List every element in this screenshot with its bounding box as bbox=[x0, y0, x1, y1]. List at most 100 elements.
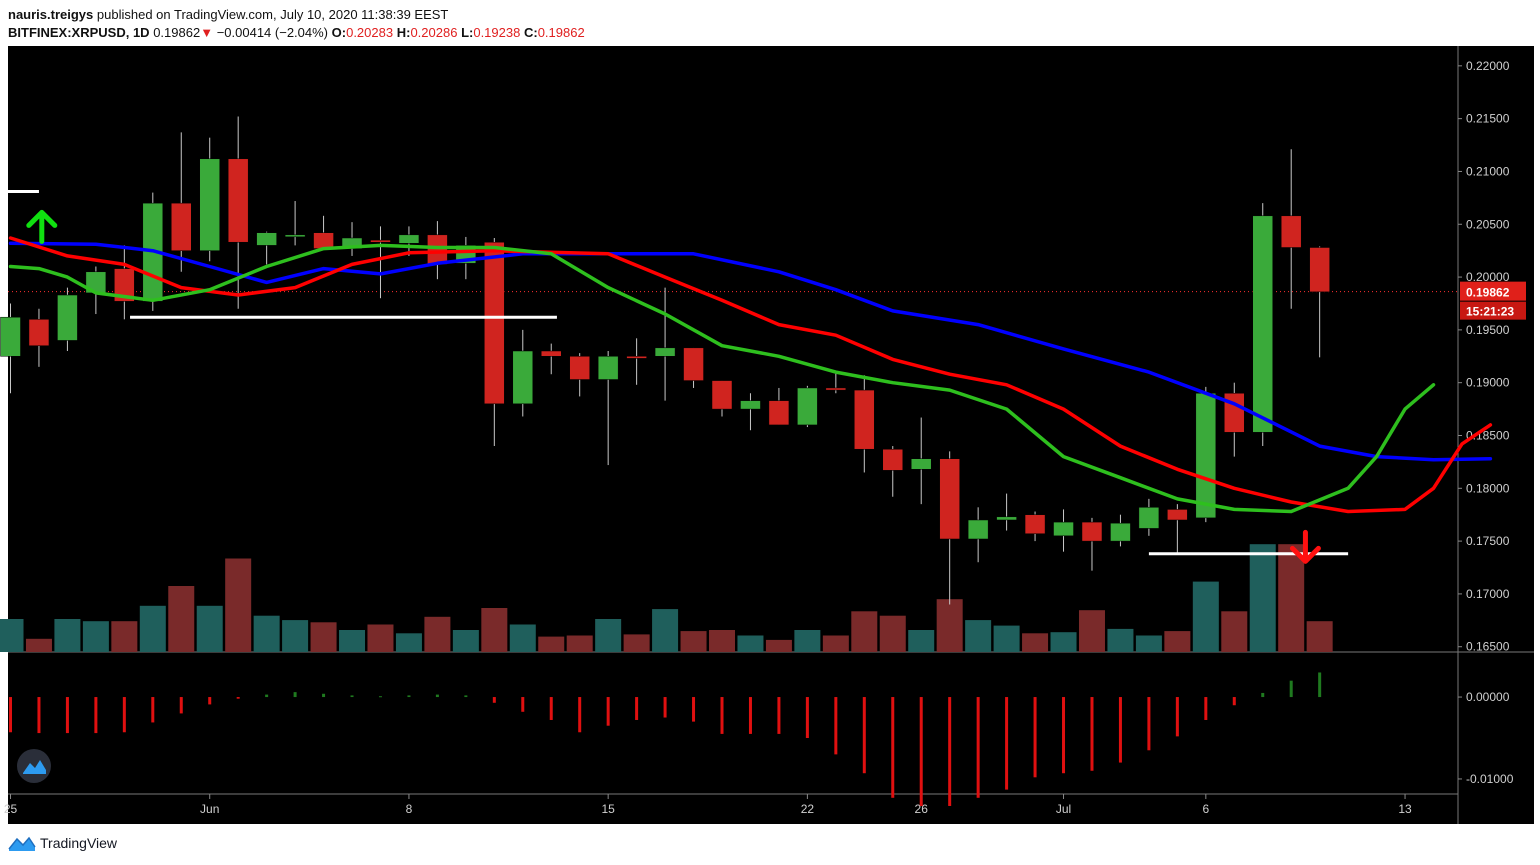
candle-body bbox=[57, 294, 78, 341]
histogram-bar bbox=[606, 697, 610, 726]
candle-body bbox=[284, 234, 306, 238]
volume-bar bbox=[1107, 628, 1134, 652]
histogram-bar bbox=[492, 697, 496, 703]
time-tick-label: 6 bbox=[1202, 802, 1209, 816]
price-change: −0.00414 (−2.04%) bbox=[216, 25, 329, 40]
candle-body bbox=[683, 347, 704, 381]
volume-bar bbox=[168, 586, 195, 652]
histogram-bar bbox=[635, 697, 639, 720]
candle-body bbox=[227, 158, 249, 243]
candle-body bbox=[114, 268, 135, 302]
histogram-bar bbox=[692, 697, 696, 722]
volume-bar bbox=[595, 619, 622, 652]
histogram-bar bbox=[435, 694, 439, 698]
candle-body bbox=[654, 347, 676, 357]
volume-bar bbox=[765, 639, 792, 652]
candle-body bbox=[740, 400, 761, 410]
open-value: 0.20283 bbox=[346, 25, 394, 40]
histogram-bar bbox=[293, 692, 297, 698]
histogram-bar bbox=[1289, 680, 1293, 698]
candle-body bbox=[910, 458, 932, 470]
price-tick-label: 0.17000 bbox=[1466, 587, 1510, 601]
candle-body bbox=[1309, 247, 1330, 293]
moving-average-red bbox=[8, 236, 1493, 514]
histogram-bar bbox=[378, 696, 382, 698]
time-tick-label: 26 bbox=[915, 802, 929, 816]
volume-bar bbox=[652, 609, 679, 652]
candle-body bbox=[0, 316, 21, 357]
histogram-bar bbox=[862, 697, 866, 774]
volume-bar bbox=[1050, 632, 1077, 652]
candle-body bbox=[427, 234, 448, 265]
chart-header: nauris.treigys published on TradingView.… bbox=[8, 6, 585, 42]
histogram-bar bbox=[976, 697, 980, 798]
histogram-bar bbox=[948, 697, 952, 806]
price-tick-label: 0.16500 bbox=[1466, 640, 1510, 654]
histogram-bar bbox=[1090, 697, 1094, 771]
histogram-bar bbox=[805, 697, 809, 738]
candle-body bbox=[1167, 509, 1188, 521]
last-price-tag bbox=[1460, 281, 1526, 301]
price-tick-label: 0.17500 bbox=[1466, 534, 1510, 548]
publish-info: published on TradingView.com, July 10, 2… bbox=[96, 7, 449, 22]
close-label: C: bbox=[523, 25, 538, 40]
histogram-bar bbox=[208, 697, 212, 705]
volume-bar bbox=[339, 630, 366, 652]
candle-body bbox=[939, 458, 960, 540]
histogram-bar bbox=[1175, 697, 1179, 737]
candle-body bbox=[313, 232, 334, 249]
histogram-bar bbox=[1118, 697, 1122, 763]
price-chart[interactable]: 0.22000 0.21500 0.21000 0.20500 0.20000 0.195… bbox=[0, 46, 1534, 824]
histogram-bar bbox=[122, 697, 126, 733]
low-value: 0.19238 bbox=[473, 25, 521, 40]
symbol-label[interactable]: BITFINEX:XRPUSD, 1D bbox=[8, 25, 150, 40]
histogram-bar bbox=[322, 693, 326, 698]
histogram-bar bbox=[151, 697, 155, 723]
histogram-bar bbox=[521, 697, 525, 712]
candle-body bbox=[967, 519, 989, 540]
volume-bar bbox=[1278, 544, 1305, 652]
candle-body bbox=[597, 356, 619, 380]
candle-body bbox=[626, 356, 647, 359]
candle-body bbox=[854, 389, 875, 450]
volume-bar bbox=[1249, 544, 1276, 652]
histogram-bar bbox=[663, 697, 667, 718]
volume-bar bbox=[965, 620, 992, 652]
open-label: O: bbox=[331, 25, 347, 40]
volume-bar bbox=[680, 631, 707, 652]
price-tick-label: 0.20500 bbox=[1466, 217, 1510, 231]
volume-bar bbox=[481, 608, 508, 652]
last-price-tag-label: 0.19862 bbox=[1466, 286, 1510, 300]
histogram-bar bbox=[891, 697, 895, 798]
price-tick-label: 0.18000 bbox=[1466, 481, 1510, 495]
histogram-bar bbox=[407, 695, 411, 698]
indicator-tick-label: -0.01000 bbox=[1466, 772, 1514, 786]
candle-body bbox=[882, 448, 904, 471]
histogram-bar bbox=[1318, 672, 1322, 698]
volume-bar bbox=[424, 616, 451, 652]
candle-body bbox=[1195, 392, 1217, 519]
price-axis-background bbox=[1458, 46, 1534, 824]
volume-bar bbox=[623, 634, 650, 652]
histogram-bar bbox=[549, 697, 553, 720]
volume-bar bbox=[709, 630, 735, 652]
footer-brand[interactable]: TradingView bbox=[8, 834, 117, 852]
histogram-bar bbox=[1062, 697, 1066, 774]
candle-body bbox=[1138, 507, 1160, 529]
volume-bar bbox=[0, 619, 24, 652]
countdown-tag bbox=[1460, 301, 1526, 320]
histogram-bar bbox=[350, 695, 354, 698]
histogram-bar bbox=[919, 697, 923, 806]
price-tick-label: 0.20000 bbox=[1466, 270, 1510, 284]
histogram-bar bbox=[1261, 692, 1265, 698]
author-name[interactable]: nauris.treigys bbox=[8, 7, 94, 22]
volume-bar bbox=[225, 558, 252, 652]
histogram-bar bbox=[265, 694, 269, 698]
histogram-bar bbox=[834, 697, 838, 755]
candle-body bbox=[484, 241, 505, 405]
histogram-bar bbox=[1005, 697, 1009, 790]
volume-bar bbox=[1221, 611, 1248, 652]
histogram-bar bbox=[1204, 697, 1208, 720]
low-label: L: bbox=[461, 25, 474, 40]
watermark-mountain bbox=[23, 760, 46, 774]
